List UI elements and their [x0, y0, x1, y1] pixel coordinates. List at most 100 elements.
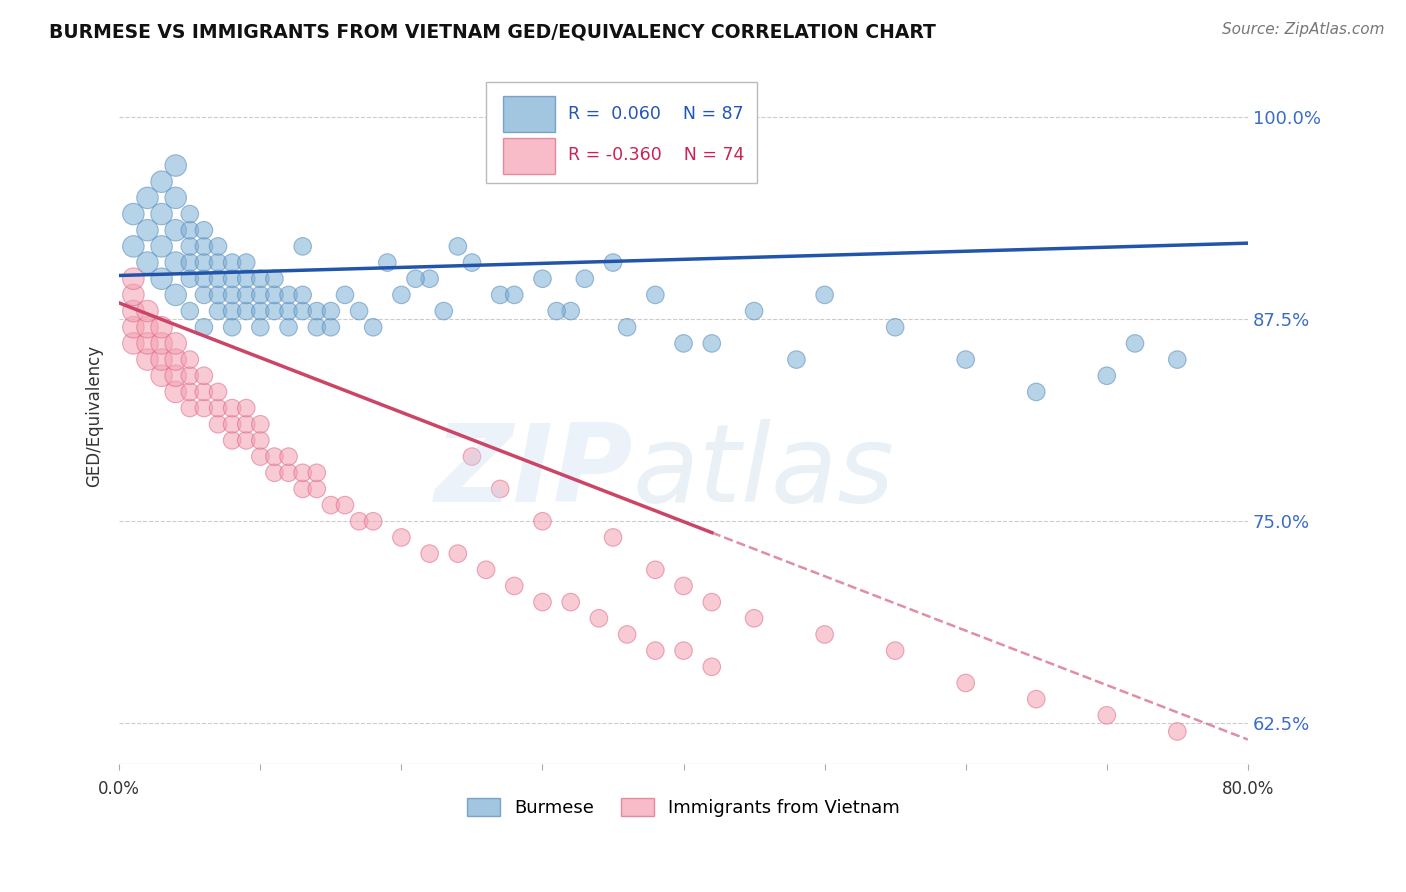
Point — [136, 223, 159, 237]
Point — [347, 304, 370, 318]
Legend: Burmese, Immigrants from Vietnam: Burmese, Immigrants from Vietnam — [460, 790, 907, 824]
Point — [447, 547, 470, 561]
Point — [305, 304, 328, 318]
Point — [672, 643, 695, 657]
Point — [1123, 336, 1146, 351]
Point — [207, 255, 229, 269]
Point — [475, 563, 498, 577]
Point — [433, 304, 456, 318]
Point — [263, 288, 285, 302]
Point — [347, 514, 370, 528]
Point — [263, 450, 285, 464]
Point — [277, 304, 299, 318]
Point — [602, 255, 624, 269]
Point — [319, 320, 342, 334]
Point — [305, 466, 328, 480]
Point — [249, 288, 271, 302]
Point — [193, 384, 215, 399]
Point — [150, 239, 173, 253]
Point — [249, 417, 271, 432]
Point — [150, 207, 173, 221]
Point — [179, 223, 201, 237]
Point — [955, 676, 977, 690]
Point — [700, 595, 723, 609]
Point — [1025, 692, 1047, 706]
Point — [1095, 708, 1118, 723]
Point — [419, 271, 441, 285]
Point — [207, 271, 229, 285]
Point — [193, 320, 215, 334]
Point — [391, 288, 413, 302]
Point — [193, 239, 215, 253]
Point — [291, 239, 314, 253]
Point — [179, 271, 201, 285]
Point — [249, 450, 271, 464]
Point — [150, 175, 173, 189]
Point — [249, 304, 271, 318]
Point — [165, 352, 187, 367]
Point — [136, 191, 159, 205]
Point — [150, 336, 173, 351]
Point — [122, 207, 145, 221]
Point — [616, 320, 638, 334]
Point — [179, 207, 201, 221]
Point — [461, 450, 484, 464]
Point — [235, 304, 257, 318]
Point — [193, 288, 215, 302]
Point — [361, 320, 384, 334]
Point — [179, 401, 201, 415]
Point — [136, 320, 159, 334]
Y-axis label: GED/Equivalency: GED/Equivalency — [86, 345, 103, 487]
Point — [277, 320, 299, 334]
Point — [588, 611, 610, 625]
Point — [672, 336, 695, 351]
Point — [193, 255, 215, 269]
Point — [165, 255, 187, 269]
Point — [1166, 352, 1188, 367]
Point — [249, 271, 271, 285]
Point — [249, 320, 271, 334]
Point — [221, 288, 243, 302]
Point — [447, 239, 470, 253]
Point — [291, 304, 314, 318]
Point — [700, 336, 723, 351]
Point — [136, 304, 159, 318]
Point — [333, 498, 356, 512]
Text: 0.0%: 0.0% — [98, 780, 141, 798]
Point — [1025, 384, 1047, 399]
Point — [193, 401, 215, 415]
Point — [136, 336, 159, 351]
Point — [574, 271, 596, 285]
Point — [644, 288, 666, 302]
Text: atlas: atlas — [633, 419, 894, 524]
Point — [742, 611, 765, 625]
Point — [560, 304, 582, 318]
Point — [207, 288, 229, 302]
Text: R = -0.360    N = 74: R = -0.360 N = 74 — [568, 146, 745, 164]
Point — [277, 288, 299, 302]
Point — [644, 643, 666, 657]
Point — [489, 482, 512, 496]
Point — [122, 336, 145, 351]
Point — [884, 643, 907, 657]
Point — [122, 239, 145, 253]
Point — [150, 352, 173, 367]
Point — [235, 401, 257, 415]
FancyBboxPatch shape — [503, 138, 555, 174]
Point — [291, 482, 314, 496]
Point — [333, 288, 356, 302]
Point — [221, 255, 243, 269]
Point — [361, 514, 384, 528]
Point — [207, 384, 229, 399]
Text: ZIP: ZIP — [434, 419, 633, 524]
Point — [672, 579, 695, 593]
Point — [263, 271, 285, 285]
Point — [531, 514, 554, 528]
Point — [531, 271, 554, 285]
Point — [179, 304, 201, 318]
Point — [207, 417, 229, 432]
Point — [165, 288, 187, 302]
Point — [560, 595, 582, 609]
Point — [221, 417, 243, 432]
Point — [546, 304, 568, 318]
